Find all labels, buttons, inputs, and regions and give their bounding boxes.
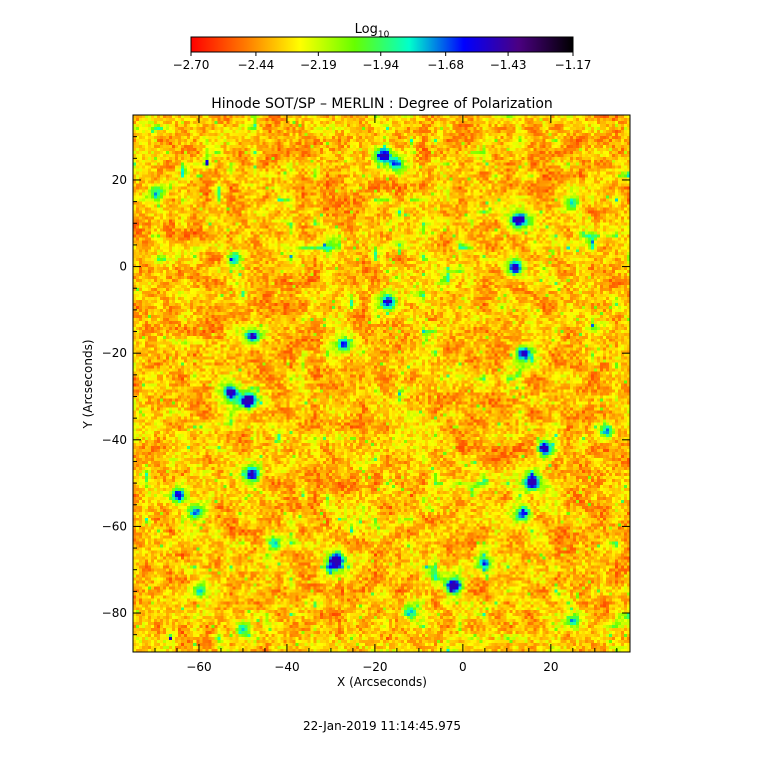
x-tick-label: −20 xyxy=(362,660,387,674)
x-axis-ticks: −60 −40 −20 0 20 xyxy=(154,115,618,674)
colorbar: Log10 −2.70 −2.44 −2.19 −1.94 −1.68 −1.43 −1.1… xyxy=(173,22,592,72)
y-axis-ticks: 20 0 −20 −40 −60 −80 xyxy=(102,136,630,636)
x-axis-label: X (Arcseconds) xyxy=(337,675,427,689)
colorbar-tick-label: −2.44 xyxy=(238,58,275,72)
y-tick-label: −40 xyxy=(102,433,127,447)
y-axis-label: Y (Arcseconds) xyxy=(81,339,95,429)
y-tick-label: −80 xyxy=(102,606,127,620)
colorbar-tick-label: −2.70 xyxy=(173,58,210,72)
colorbar-bar xyxy=(190,36,574,53)
plot-frame xyxy=(132,114,631,653)
x-tick-label: 20 xyxy=(543,660,558,674)
colorbar-tick-label: −1.43 xyxy=(490,58,527,72)
timestamp: 22-Jan-2019 11:14:45.975 xyxy=(303,719,461,733)
y-tick-label: 0 xyxy=(119,260,127,274)
y-tick-label: −60 xyxy=(102,519,127,533)
colorbar-tick-label: −1.68 xyxy=(427,58,464,72)
y-tick-label: −20 xyxy=(102,346,127,360)
y-tick-label: 20 xyxy=(112,173,127,187)
colorbar-tick-label: −1.94 xyxy=(362,58,399,72)
colorbar-title: Log10 xyxy=(355,22,390,40)
chart-title: Hinode SOT/SP – MERLIN : Degree of Polar… xyxy=(211,96,553,112)
colorbar-ticks: −2.70 −2.44 −2.19 −1.94 −1.68 −1.43 −1.17 xyxy=(173,52,592,72)
x-tick-label: −60 xyxy=(186,660,211,674)
heatmap-image xyxy=(133,115,630,652)
x-tick-label: −40 xyxy=(274,660,299,674)
colorbar-tick-label: −1.17 xyxy=(555,58,592,72)
plot-area: −60 −40 −20 0 20 20 0 −20 −40 −60 −80 xyxy=(102,114,631,674)
colorbar-tick-label: −2.19 xyxy=(300,58,337,72)
x-tick-label: 0 xyxy=(459,660,467,674)
